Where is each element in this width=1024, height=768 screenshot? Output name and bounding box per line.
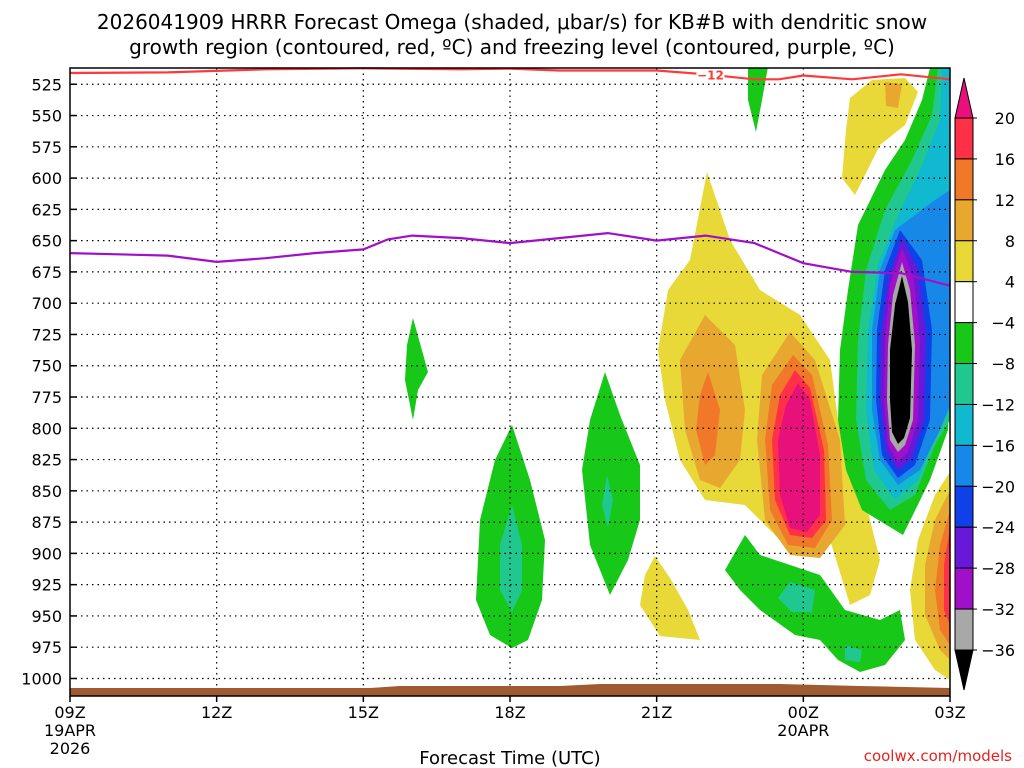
x-axis-title: Forecast Time (UTC) [419,748,600,768]
colorbar-label: −20 [981,477,1015,496]
freezing-level-contour-line [69,231,951,287]
colorbar-swatch [954,363,974,405]
dgz-contour-line [69,67,951,81]
colorbar-label: −12 [981,395,1015,414]
colorbar-swatch [954,526,974,569]
terrain-bump [370,684,950,689]
y-tick-label: 525 [31,75,62,94]
colorbar-label: −8 [991,355,1015,374]
x-tick-label: 03Z [934,703,965,722]
contour-label: −12 [697,68,724,82]
omega-positive-4-shade [842,78,918,195]
colorbar-max-arrow [954,77,974,119]
y-tick-label: 550 [31,107,62,126]
y-tick-label: 900 [31,544,62,563]
y-tick-label: 875 [31,513,62,532]
colorbar: 20 16 12 8 4 −4 −8 −12 −16 −20 −24 −28 −32 −36 [954,77,1015,691]
y-tick-label: 975 [31,638,62,657]
omega-positive-4-shade [640,556,700,640]
colorbar-label: −32 [981,600,1015,619]
y-tick-label: 675 [31,263,62,282]
x-tick-label: 00Z [788,703,819,722]
contour-lines: −12 [69,67,951,287]
omega-positive-8-shade [885,82,902,108]
y-tick-label: 800 [31,419,62,438]
y-tick-label: 725 [31,325,62,344]
colorbar-swatch [954,403,974,446]
contour-label-bg [696,67,725,82]
y-tick-label: 950 [31,607,62,626]
omega-negative-8-shade [602,475,613,528]
colorbar-label: 12 [995,191,1015,210]
y-axis: 525 550 575 600 625 650 675 700 725 750 775 800 825 8… [21,75,77,688]
omega-negative-8-shade [778,582,815,612]
omega-negative-4-shade [725,535,905,672]
colorbar-label: 16 [995,150,1015,169]
credit-text: coolwx.com/models [864,747,1012,765]
time-grid [216,68,804,696]
colorbar-swatch [954,322,974,365]
x-tick-label: 18Z [494,703,525,722]
colorbar-min-arrow [954,649,974,691]
y-tick-label: 825 [31,451,62,470]
colorbar-label: −28 [981,559,1015,578]
y-tick-label: 650 [31,232,62,251]
y-tick-label: 700 [31,294,62,313]
colorbar-label: 8 [1005,232,1015,251]
colorbar-swatch [954,281,974,324]
y-tick-label: 775 [31,388,62,407]
y-tick-label: 750 [31,357,62,376]
omega-positive-4-shade [845,562,856,585]
colorbar-label: 20 [995,109,1015,128]
colorbar-swatch [954,567,974,610]
x-tick-label: 09Z [54,703,85,722]
colorbar-label: −24 [981,518,1015,537]
omega-negative-4-shade [582,372,640,595]
omega-negative-8-shade [845,645,862,662]
chart-subtitle: growth region (contoured, red, ºC) and f… [129,35,895,59]
terrain-strip [70,688,950,696]
omega-positive-16-shade [944,528,950,625]
y-tick-label: 1000 [21,669,62,688]
y-tick-label: 925 [31,576,62,595]
colorbar-swatch [954,199,974,242]
x-tick-label: 21Z [641,703,672,722]
colorbar-label: 4 [1005,273,1015,292]
x-tick-label: 15Z [348,703,379,722]
x-tick-date: 19APR [44,721,96,740]
colorbar-label: −4 [991,314,1015,333]
colorbar-label: −16 [981,436,1015,455]
colorbar-swatch [954,485,974,528]
colorbar-swatch [954,240,974,283]
colorbar-swatch [954,158,974,201]
omega-positive-12-shade [696,372,720,465]
colorbar-swatch [954,117,974,160]
y-tick-label: 600 [31,169,62,188]
omega-positive-20-shade [778,383,820,532]
colorbar-swatch [954,444,974,487]
colorbar-label: −36 [981,641,1015,660]
x-tick-year: 2026 [50,739,91,758]
x-tick-date: 20APR [777,721,829,740]
y-tick-label: 625 [31,200,62,219]
omega-negative-36-shade [890,276,912,444]
omega-shaded-field [405,68,950,680]
y-tick-label: 850 [31,482,62,501]
chart-title: 2026041909 HRRR Forecast Omega (shaded, … [97,10,927,34]
colorbar-swatch [954,608,974,651]
x-tick-label: 12Z [201,703,232,722]
omega-negative-4-shade [405,318,428,420]
y-tick-label: 575 [31,138,62,157]
